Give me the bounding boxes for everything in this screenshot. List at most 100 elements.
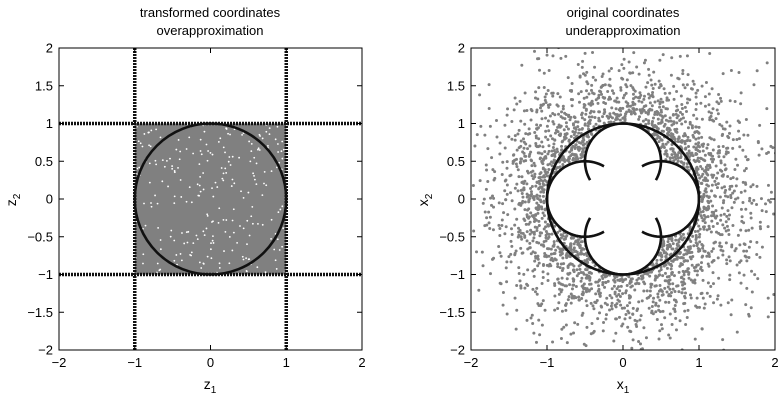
sample-point xyxy=(659,121,663,125)
sample-point xyxy=(533,49,537,53)
sample-gap-point xyxy=(179,179,182,181)
sample-point xyxy=(625,104,629,108)
sample-gap-point xyxy=(265,130,268,133)
sample-point xyxy=(629,330,633,334)
sample-point xyxy=(701,27,704,30)
sample-point xyxy=(633,45,636,48)
sample-point xyxy=(673,152,677,156)
sample-point xyxy=(695,117,699,121)
sample-point xyxy=(536,254,540,258)
sample-point xyxy=(746,133,750,137)
sample-point xyxy=(598,291,602,295)
sample-point xyxy=(507,135,511,139)
sample-point xyxy=(695,169,699,173)
sample-gap-point xyxy=(171,167,174,170)
sample-point xyxy=(477,288,481,292)
sample-point xyxy=(670,153,674,157)
sample-point xyxy=(604,101,608,105)
sample-point xyxy=(664,254,668,258)
sample-gap-point xyxy=(232,208,235,211)
sample-point xyxy=(601,283,605,287)
sample-gap-point xyxy=(222,218,225,221)
sample-point xyxy=(538,194,542,198)
sample-point xyxy=(717,276,721,280)
sample-point xyxy=(621,322,625,326)
sample-gap-point xyxy=(228,236,231,238)
sample-point xyxy=(644,336,648,340)
sample-point xyxy=(579,248,583,252)
sample-gap-point xyxy=(142,262,144,265)
sample-point xyxy=(719,161,723,165)
sample-point xyxy=(631,86,635,90)
sample-point xyxy=(641,276,645,280)
sample-gap-point xyxy=(177,167,179,169)
sample-point xyxy=(573,130,577,134)
sample-point xyxy=(690,151,694,155)
sample-point xyxy=(680,291,684,295)
sample-point xyxy=(546,279,550,283)
sample-point xyxy=(722,155,726,159)
sample-point xyxy=(758,225,762,229)
sample-point xyxy=(650,305,654,309)
sample-point xyxy=(721,72,725,76)
sample-point xyxy=(703,249,707,253)
sample-point xyxy=(699,164,703,168)
sample-point xyxy=(534,194,538,198)
sample-point xyxy=(471,183,475,187)
sample-point xyxy=(578,74,582,78)
sample-point xyxy=(597,96,601,100)
sample-point xyxy=(565,132,569,136)
sample-point xyxy=(574,143,578,147)
sample-point xyxy=(669,294,673,298)
sample-point xyxy=(717,93,721,97)
sample-gap-point xyxy=(188,136,191,139)
sample-point xyxy=(482,197,486,201)
sample-point xyxy=(720,352,723,355)
sample-point xyxy=(589,282,593,286)
sample-gap-point xyxy=(154,194,156,197)
sample-point xyxy=(667,300,671,304)
sample-point xyxy=(666,285,670,289)
sample-point xyxy=(659,138,663,142)
sample-point xyxy=(676,153,680,157)
sample-point xyxy=(653,112,657,116)
sample-point xyxy=(707,255,711,259)
sample-point xyxy=(497,244,501,248)
sample-point xyxy=(537,86,541,90)
sample-point xyxy=(691,79,695,83)
sample-point xyxy=(501,303,505,307)
sample-point xyxy=(610,106,614,110)
sample-point xyxy=(639,93,643,97)
sample-point xyxy=(523,235,527,239)
sample-point xyxy=(710,219,714,223)
sample-point xyxy=(712,210,716,214)
left-plot-title-line-1: transformed coordinates xyxy=(140,5,281,20)
sample-gap-point xyxy=(179,150,182,153)
sample-point xyxy=(566,127,570,131)
sample-point xyxy=(661,142,665,146)
sample-point xyxy=(716,294,720,298)
sample-point xyxy=(654,303,658,307)
sample-point xyxy=(514,249,518,253)
sample-point xyxy=(580,297,584,301)
sample-point xyxy=(572,331,576,335)
sample-gap-point xyxy=(257,148,259,151)
sample-point xyxy=(690,263,694,267)
left-y-ticks: −2−1.5−1−0.500.511.52 xyxy=(27,41,362,358)
sample-gap-point xyxy=(197,194,200,197)
sample-point xyxy=(580,65,584,69)
sample-point xyxy=(696,156,700,160)
sample-point xyxy=(673,377,676,380)
sample-point xyxy=(722,199,726,203)
sample-point xyxy=(665,154,669,158)
sample-point xyxy=(633,288,637,292)
sample-point xyxy=(651,116,655,120)
sample-gap-point xyxy=(198,163,201,165)
sample-point xyxy=(581,59,585,63)
sample-point xyxy=(750,226,754,230)
sample-point xyxy=(621,292,625,296)
sample-gap-point xyxy=(231,249,234,252)
sample-point xyxy=(706,215,710,219)
sample-point xyxy=(490,194,494,198)
sample-point xyxy=(519,284,523,288)
